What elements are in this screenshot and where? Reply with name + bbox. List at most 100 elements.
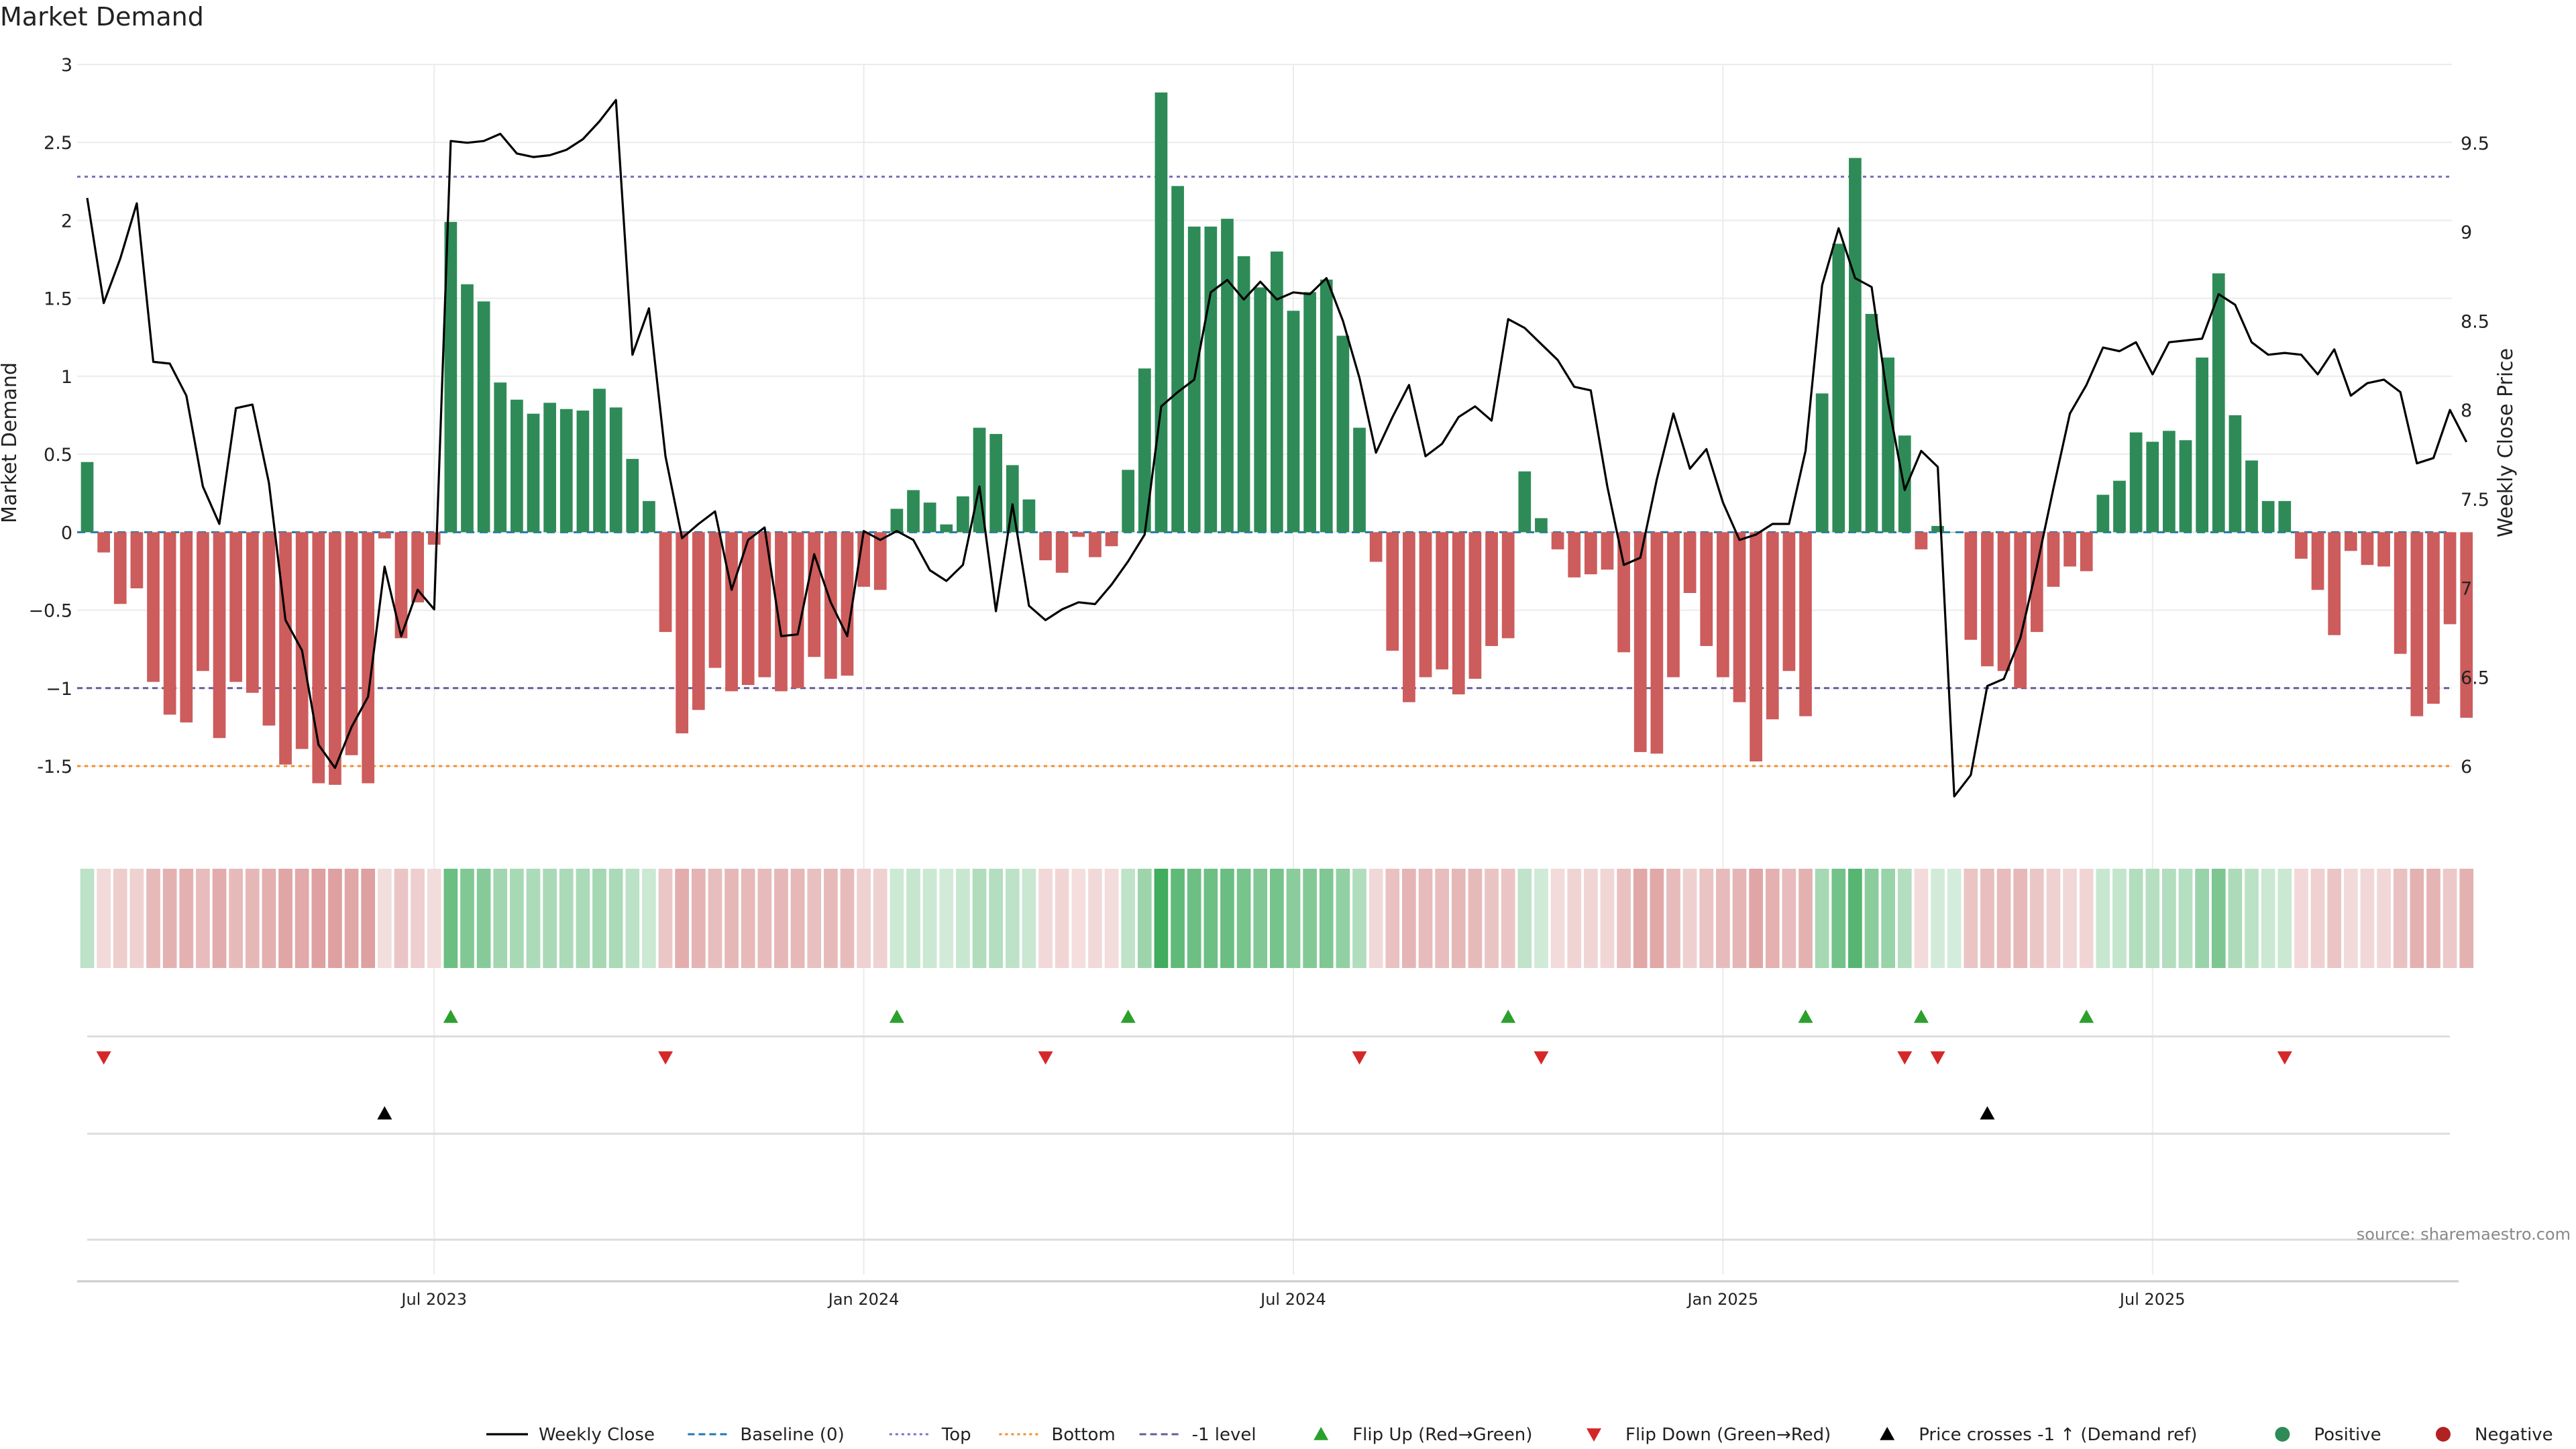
heat-cell — [1583, 869, 1598, 968]
demand-bar — [1204, 226, 1218, 533]
demand-bar — [2295, 532, 2308, 559]
flip-up-marker — [1120, 1010, 1136, 1023]
heat-cell — [2459, 869, 2474, 968]
demand-bar — [2096, 494, 2110, 533]
demand-bar — [2377, 532, 2390, 567]
demand-bar — [1336, 335, 1350, 533]
demand-bar — [841, 532, 854, 676]
demand-bar — [2163, 431, 2176, 533]
y2-axis-ticks: 6 6.5 7 7.5 8 8.5 9 9.5 — [2461, 133, 2489, 777]
heat-cell — [162, 869, 177, 968]
heat-cell — [1517, 869, 1532, 968]
heat-cell — [2343, 869, 2358, 968]
heat-cell — [1402, 869, 1416, 968]
demand-bar — [1089, 532, 1102, 557]
event-markers — [77, 1010, 2459, 1283]
heat-cell — [1650, 869, 1664, 968]
heat-cell — [2261, 869, 2275, 968]
demand-bar — [1022, 499, 1036, 533]
heat-cell — [1220, 869, 1234, 968]
demand-bar — [147, 532, 160, 682]
flip-up-marker — [2079, 1010, 2094, 1023]
demand-bar — [957, 496, 969, 533]
heat-cell — [1864, 869, 1879, 968]
y-tick-label: -1.5 — [37, 757, 72, 777]
flip-down-marker — [1534, 1051, 1549, 1065]
flip-down-marker — [1897, 1051, 1913, 1065]
heat-cell — [2393, 869, 2408, 968]
demand-bar — [494, 382, 507, 533]
heat-cell — [1815, 869, 1829, 968]
heat-cell — [80, 869, 95, 968]
heat-cell — [1236, 869, 1251, 968]
legend-item: Flip Up (Red→Green) — [1313, 1425, 1532, 1445]
heat-cell — [2211, 869, 2226, 968]
heat-cell — [245, 869, 260, 968]
demand-bar — [345, 532, 358, 755]
demand-bar — [1287, 311, 1300, 533]
heat-cell — [411, 869, 425, 968]
heat-cell — [1501, 869, 1515, 968]
heat-cell — [608, 869, 623, 968]
heat-cell — [1104, 869, 1119, 968]
demand-bar — [2080, 532, 2093, 572]
demand-bar — [1947, 532, 1961, 533]
heat-cell — [2310, 869, 2325, 968]
heat-cell — [873, 869, 888, 968]
demand-bar — [2047, 532, 2060, 587]
demand-bar — [559, 409, 573, 533]
heat-cell — [956, 869, 970, 968]
demand-bar — [1485, 532, 1498, 647]
heat-cell — [1699, 869, 1714, 968]
x-tick-label: Jul 2024 — [1259, 1290, 1326, 1309]
heat-cell — [576, 869, 590, 968]
demand-bar — [1617, 532, 1630, 653]
demand-bar — [543, 402, 556, 533]
demand-bar — [609, 407, 623, 533]
heat-cell — [592, 869, 606, 968]
heat-cell — [2145, 869, 2160, 968]
demand-bar — [511, 399, 523, 533]
demand-bar — [1584, 532, 1597, 575]
heat-cell — [2195, 869, 2209, 968]
flip-up-marker — [443, 1010, 458, 1023]
heat-cell — [1617, 869, 1631, 968]
demand-bar — [758, 532, 771, 678]
demand-bar — [80, 462, 94, 533]
demand-bar — [1138, 368, 1151, 533]
heat-cell — [1749, 869, 1763, 968]
demand-bar — [2063, 532, 2076, 567]
demand-bar — [1271, 251, 1283, 533]
heat-cell — [1005, 869, 1020, 968]
demand-bar — [2196, 358, 2208, 533]
heat-cell — [2129, 869, 2143, 968]
heat-cell — [2013, 869, 2028, 968]
heat-cell — [2063, 869, 2077, 968]
legend-item: Negative — [2436, 1425, 2553, 1445]
demand-bar — [2361, 532, 2374, 566]
heat-cell — [559, 869, 574, 968]
flip-up-marker — [1501, 1010, 1516, 1023]
legend-label: Flip Up (Red→Green) — [1352, 1425, 1532, 1445]
heat-cell — [1897, 869, 1912, 968]
demand-bar — [593, 388, 606, 533]
heat-cell — [493, 869, 508, 968]
y2-tick-label: 6.5 — [2461, 667, 2489, 688]
demand-bar — [2113, 480, 2126, 533]
demand-bar — [1386, 532, 1399, 651]
demand-bar — [1931, 526, 1944, 533]
legend-swatch-circle — [2275, 1427, 2290, 1442]
heat-cell — [2410, 869, 2424, 968]
demand-bar — [989, 433, 1003, 533]
heat-cell — [1996, 869, 2011, 968]
heat-cell — [1550, 869, 1565, 968]
demand-bar — [1815, 393, 1829, 533]
heat-cell — [1418, 869, 1433, 968]
demand-bar — [246, 532, 259, 693]
heat-cell — [1964, 869, 1978, 968]
demand-bar — [2129, 432, 2143, 533]
demand-bar — [2146, 441, 2159, 533]
y2-tick-label: 9 — [2461, 223, 2472, 244]
demand-bars — [80, 92, 2473, 785]
